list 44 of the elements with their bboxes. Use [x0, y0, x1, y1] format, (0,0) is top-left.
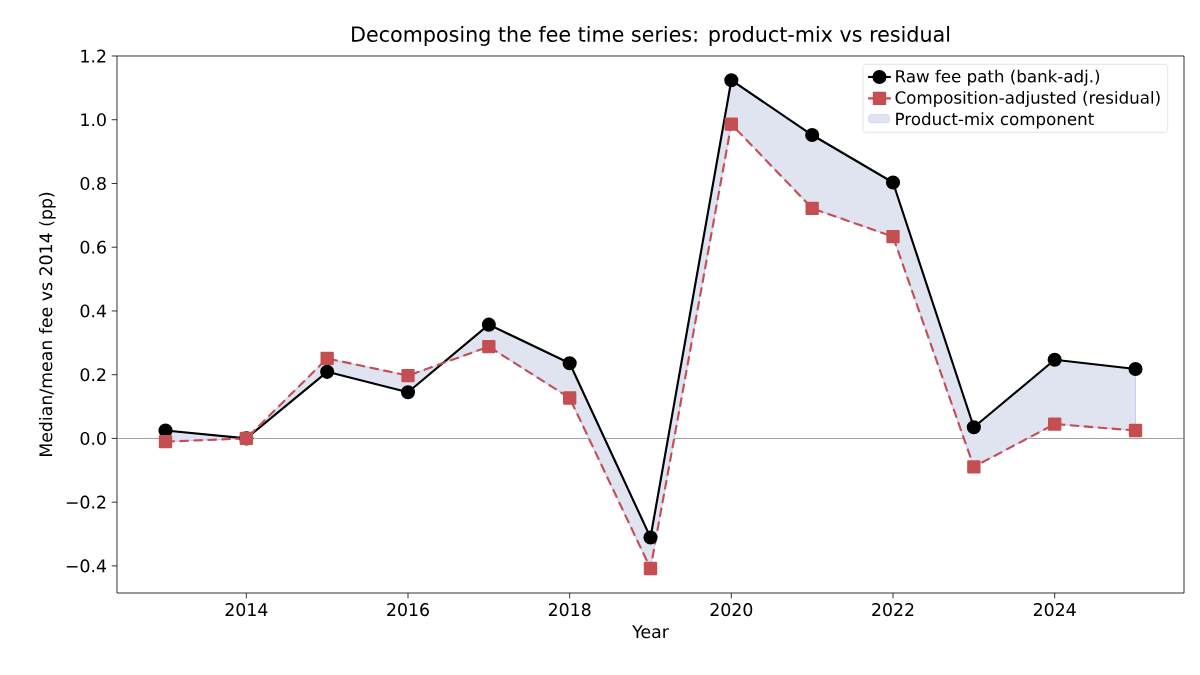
point	[805, 201, 819, 215]
x-tick-label: 2022	[872, 603, 914, 617]
point	[482, 339, 496, 354]
y-tick-label: 0.8	[80, 176, 106, 191]
y-tick-label: 0.4	[80, 304, 107, 318]
point	[481, 317, 496, 332]
x-tick-label: 2018	[548, 603, 591, 617]
x-tick-label: 2020	[710, 603, 753, 617]
y-tick-label: −0.4	[66, 559, 107, 573]
y-tick-label: 0.0	[80, 431, 106, 445]
point	[643, 530, 658, 545]
y-tick-label: 1.2	[81, 49, 106, 63]
annotation: Product-mix component	[896, 112, 1094, 129]
point	[562, 356, 577, 371]
point	[805, 127, 820, 143]
point	[158, 434, 173, 449]
point	[966, 420, 981, 435]
point	[1128, 361, 1143, 377]
point	[1128, 423, 1143, 438]
y-axis-title: Median/mean fee vs 2014 (pp)	[38, 192, 56, 457]
y-tick-label: 0.2	[80, 368, 106, 382]
point	[967, 460, 981, 474]
legend-label: Composition-adjusted (residual)	[895, 90, 1160, 108]
legend-label: Raw fee path (bank-adj.)	[896, 69, 1100, 86]
x-tick-label: 2016	[387, 603, 429, 617]
point	[724, 73, 739, 88]
y-tick-label: −0.2	[66, 495, 106, 509]
point	[1048, 417, 1062, 431]
point	[320, 351, 334, 366]
point	[885, 175, 901, 190]
point	[320, 364, 335, 379]
point	[643, 561, 658, 576]
y-tick-label: 0.6	[80, 240, 106, 254]
y-tick-label: 1.0	[81, 113, 106, 127]
x-tick-label: 2014	[225, 603, 268, 617]
point	[400, 385, 416, 400]
point	[401, 368, 415, 383]
x-axis-title: Year	[632, 625, 669, 639]
point	[563, 391, 577, 405]
chart-title: Decomposing the fee time series: product-mix vs residual	[352, 25, 950, 46]
point	[1047, 352, 1062, 367]
point	[886, 230, 900, 244]
point	[724, 117, 739, 131]
x-tick-label: 2024	[1033, 603, 1076, 617]
